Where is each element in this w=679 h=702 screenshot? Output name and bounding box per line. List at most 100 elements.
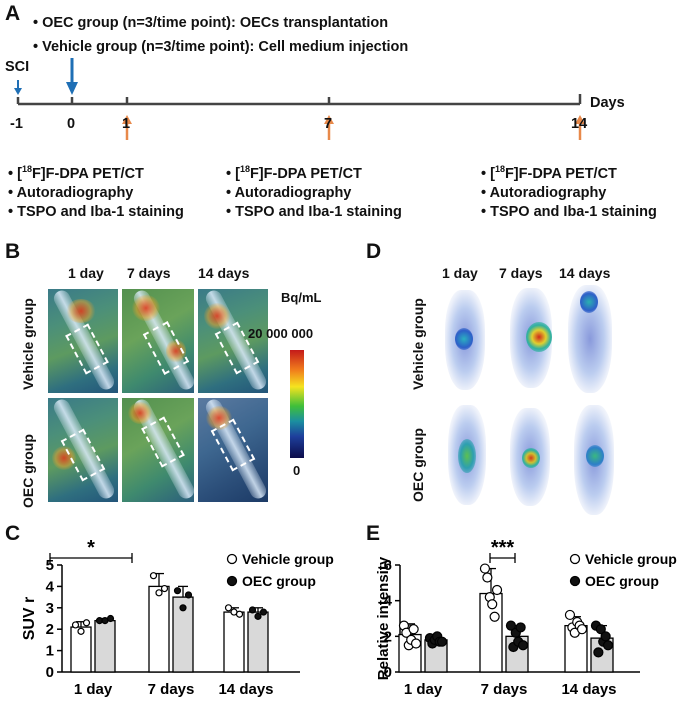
data-point [179, 604, 187, 612]
data-point [184, 591, 193, 599]
x-tick-label: 1 day [74, 681, 113, 698]
imaging-arrow-day7 [324, 115, 334, 140]
data-point [436, 636, 448, 647]
data-point [149, 572, 158, 580]
days-axis-label: Days [590, 95, 625, 111]
y-tick-label: 5 [46, 557, 54, 574]
data-point [517, 640, 529, 651]
data-point [224, 604, 233, 612]
data-point [106, 614, 115, 623]
data-point [482, 572, 493, 583]
data-point [410, 638, 422, 649]
tick-label-7: 7 [324, 116, 333, 132]
legend-label-vehicle: Vehicle group [585, 551, 677, 567]
x-tick-label: 1 day [404, 681, 443, 698]
data-point [259, 608, 268, 616]
legend-marker-vehicle [226, 553, 238, 565]
group-description-oec: • OEC group (n=3/time point): OECs trans… [33, 15, 389, 31]
panel-label-a: A [5, 2, 21, 25]
panel-label-c: C [5, 522, 21, 545]
tick-label-14: 14 [571, 116, 588, 132]
bar-vehicle [148, 585, 170, 673]
data-point [160, 584, 169, 593]
data-point [82, 619, 91, 627]
transplant-arrow-head [66, 82, 78, 95]
y-tick-label: 1 [46, 643, 54, 660]
y-axis-label: Relative intensity [375, 556, 392, 680]
sci-arrow-head [14, 88, 22, 95]
y-tick-label: 3 [46, 600, 54, 617]
data-point [505, 620, 517, 631]
chart-c: 0 1 2 3 4 5 SUV r 1 day 7 days 14 days Vehicle gro… [21, 537, 334, 698]
data-point [487, 599, 498, 610]
column-header-7days: 7 days [127, 265, 171, 281]
legend-label-oec: OEC group [585, 573, 659, 589]
y-tick-label: 2 [384, 628, 392, 645]
panel-label-d: D [366, 240, 382, 263]
data-point [595, 624, 606, 635]
legend-marker-oec [226, 575, 238, 587]
bar-oec [247, 611, 269, 673]
colorbar-min-label: 0 [293, 463, 301, 478]
procedure-list-day14: • [18F]F-DPA PET/CT • Autoradiography • … [481, 160, 657, 222]
panel-label-b: B [5, 240, 21, 263]
imaging-arrow-day1 [122, 115, 132, 140]
pet-image-oec-1day [48, 398, 118, 502]
procedure-list-day7: • [18F]F-DPA PET/CT • Autoradiography • … [226, 160, 402, 222]
significance-marker: * [87, 537, 95, 559]
x-tick-label: 14 days [561, 681, 616, 698]
autorad-image-vehicle-1day [445, 290, 485, 390]
data-point [564, 609, 576, 621]
tick-label-minus1: -1 [10, 116, 23, 132]
data-point [254, 612, 262, 620]
pet-image-vehicle-14days [198, 289, 268, 393]
y-tick-label: 4 [46, 578, 55, 595]
legend-label-vehicle: Vehicle group [242, 551, 334, 567]
y-tick-label: 2 [46, 621, 54, 638]
procedure-staining: • TSPO and Iba-1 staining [8, 203, 184, 220]
colorbar [290, 350, 304, 458]
data-point [77, 627, 85, 635]
bar-vehicle [223, 611, 245, 673]
data-point [479, 563, 491, 574]
row-header-vehicle: Vehicle group [20, 298, 36, 390]
data-point [491, 584, 503, 596]
group-description-vehicle: • Vehicle group (n=3/time point): Cell m… [33, 39, 409, 55]
procedure-list-day1: • [18F]F-DPA PET/CT • Autoradiography • … [8, 160, 184, 222]
y-tick-label: 6 [384, 557, 392, 574]
pet-image-oec-7days [122, 398, 194, 502]
y-axis-label: SUV r [21, 597, 38, 641]
procedure-autoradiography: • Autoradiography [226, 184, 352, 201]
x-tick-label: 7 days [148, 681, 195, 698]
y-tick-label: 4 [384, 593, 393, 610]
procedure-pet: • [18F]F-DPA PET/CT [226, 164, 362, 182]
data-point [576, 624, 588, 635]
column-header-1day: 1 day [68, 265, 104, 281]
data-point [489, 611, 500, 622]
data-point [155, 589, 163, 597]
procedure-staining: • TSPO and Iba-1 staining [481, 203, 657, 220]
procedure-autoradiography: • Autoradiography [481, 184, 607, 201]
row-header-oec: OEC group [410, 428, 426, 502]
autorad-image-oec-14days [574, 405, 614, 515]
pet-image-oec-14days [198, 398, 268, 502]
row-header-oec: OEC group [20, 434, 36, 508]
data-point [235, 610, 244, 618]
sci-label: SCI [5, 59, 30, 75]
y-tick-label: 0 [384, 664, 392, 681]
data-point [515, 622, 526, 633]
data-point [173, 587, 182, 595]
panel-label-e: E [366, 522, 381, 545]
data-point [71, 621, 80, 629]
pet-image-vehicle-7days [122, 289, 194, 393]
legend-label-oec: OEC group [242, 573, 316, 589]
data-point [602, 640, 614, 651]
data-point [248, 606, 257, 614]
significance-marker: *** [491, 537, 515, 559]
bar-oec [94, 619, 116, 673]
column-header-14days: 14 days [198, 265, 250, 281]
column-header-1day: 1 day [442, 265, 478, 281]
imaging-arrow-day14 [575, 115, 585, 140]
colorbar-unit: Bq/mL [281, 290, 322, 305]
